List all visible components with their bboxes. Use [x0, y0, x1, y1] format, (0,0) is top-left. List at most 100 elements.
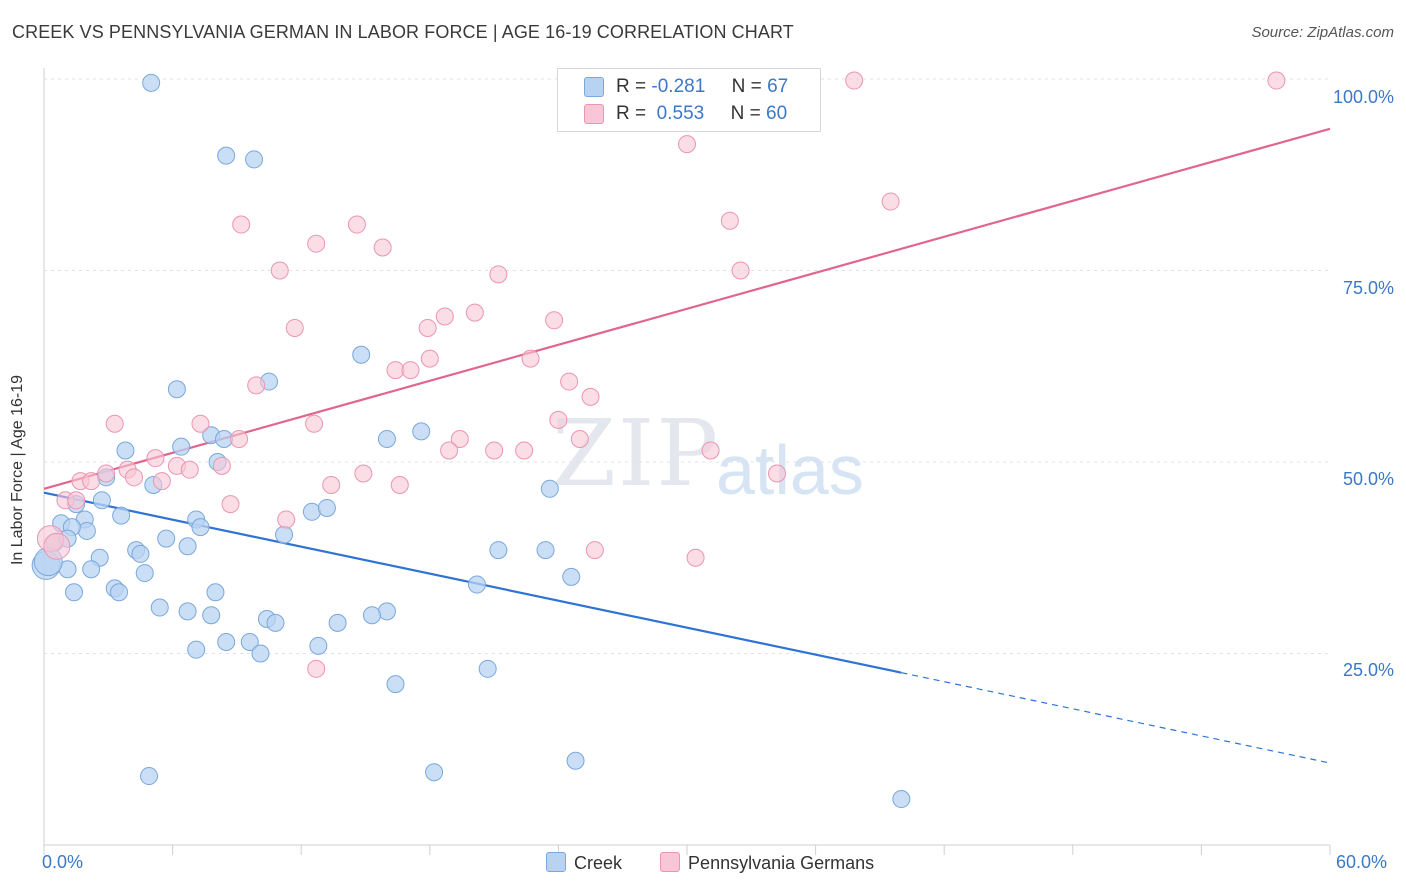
data-point-creek: [386, 675, 405, 694]
axes: [43, 68, 1331, 855]
data-point-penn: [549, 410, 568, 429]
data-point-penn: [212, 456, 231, 475]
points-pennsylvania-germans: [36, 71, 1286, 678]
legend-swatch-creek: [584, 77, 604, 97]
data-point-creek: [536, 541, 555, 560]
y-tick-label-75: 75.0%: [1342, 278, 1394, 298]
points-creek: [31, 73, 911, 809]
legend-n-value-penn: 60: [766, 103, 788, 124]
data-point-creek: [412, 422, 431, 441]
trend-line-creek-dashed: [901, 672, 1331, 764]
data-point-creek: [178, 537, 197, 556]
data-point-creek: [489, 541, 508, 560]
data-point-penn: [232, 215, 251, 234]
y-axis-label: In Labor Force | Age 16-19: [9, 374, 26, 566]
data-point-penn: [845, 71, 864, 90]
data-point-creek: [202, 606, 221, 625]
legend-r-value-penn: 0.553: [656, 103, 705, 124]
data-point-penn: [354, 464, 373, 483]
data-point-penn: [731, 261, 750, 280]
data-point-creek: [131, 544, 150, 563]
data-point-penn: [386, 361, 405, 380]
data-point-creek: [191, 518, 210, 537]
data-point-penn: [152, 472, 171, 491]
data-point-creek: [240, 633, 259, 652]
data-point-penn: [720, 211, 739, 230]
x-tick-label-max: 60.0%: [1336, 852, 1388, 872]
data-point-creek: [425, 763, 444, 782]
data-point-penn: [418, 318, 437, 337]
chart-title: CREEK VS PENNSYLVANIA GERMAN IN LABOR FO…: [12, 22, 794, 42]
legend-bottom-label-creek: Creek: [574, 853, 623, 873]
data-point-penn: [307, 234, 326, 253]
trend-line-penn-solid: [43, 127, 1331, 490]
x-tick-label-min: 0.0%: [42, 852, 84, 872]
legend-bottom-swatch-penn: [660, 852, 681, 872]
data-point-creek: [251, 644, 270, 663]
data-point-penn: [686, 548, 705, 567]
data-point-penn: [1267, 71, 1286, 90]
data-point-penn: [247, 376, 266, 395]
data-point-penn: [105, 414, 124, 433]
data-point-penn: [285, 318, 304, 337]
data-point-creek: [467, 575, 486, 594]
data-point-creek: [206, 583, 225, 602]
data-point-penn: [307, 659, 326, 678]
data-point-penn: [43, 532, 71, 560]
data-point-creek: [566, 751, 585, 770]
data-point-creek: [562, 567, 581, 586]
data-point-penn: [768, 464, 787, 483]
data-point-creek: [157, 529, 176, 548]
y-tick-label-25: 25.0%: [1342, 660, 1394, 680]
data-point-creek: [110, 583, 129, 602]
data-point-creek: [478, 659, 497, 678]
data-point-creek: [172, 437, 191, 456]
data-point-creek: [302, 502, 321, 521]
data-point-creek: [65, 583, 84, 602]
data-point-penn: [146, 449, 165, 468]
data-point-creek: [309, 636, 328, 655]
data-point-penn: [701, 441, 720, 460]
data-point-penn: [560, 372, 579, 391]
y-tick-label-100: 100.0%: [1332, 87, 1394, 107]
data-point-penn: [440, 441, 459, 460]
y-tick-label-50: 50.0%: [1342, 469, 1394, 489]
data-point-creek: [328, 613, 347, 632]
legend-row-creek: R = -0.281 N = 67: [616, 76, 788, 98]
data-point-penn: [881, 192, 900, 211]
data-point-creek: [892, 790, 911, 809]
data-point-penn: [305, 414, 324, 433]
trend-line-creek: [43, 491, 1331, 764]
legend-r-label: R =: [616, 103, 647, 124]
legend-r-label: R =: [616, 76, 647, 97]
data-point-penn: [390, 475, 409, 494]
data-point-penn: [97, 464, 116, 483]
legend-stats: R = -0.281 N = 67 R = 0.553 N = 60: [557, 68, 821, 132]
data-point-creek: [215, 430, 234, 449]
data-point-creek: [92, 491, 111, 510]
data-point-creek: [275, 525, 294, 544]
data-point-penn: [521, 349, 540, 368]
data-point-creek: [142, 73, 161, 92]
legend-row-penn: R = 0.553 N = 60: [616, 103, 787, 125]
data-point-penn: [435, 307, 454, 326]
legend-n-label: N =: [730, 103, 761, 124]
data-point-creek: [178, 602, 197, 621]
data-point-penn: [465, 303, 484, 322]
legend-bottom: Creek Pennsylvania Germans: [546, 852, 874, 874]
data-point-penn: [221, 495, 240, 514]
grid-lines: [44, 78, 1330, 654]
data-point-penn: [125, 468, 144, 487]
data-point-creek: [217, 146, 236, 165]
legend-bottom-label-penn: Pennsylvania Germans: [688, 853, 875, 873]
data-point-penn: [230, 430, 249, 449]
legend-bottom-swatch-creek: [546, 852, 566, 872]
data-point-penn: [489, 265, 508, 284]
data-point-creek: [187, 640, 206, 659]
data-point-creek: [377, 430, 396, 449]
data-point-creek: [352, 345, 371, 364]
trend-line-pennsylvania-germans: [43, 127, 1331, 490]
data-point-penn: [67, 491, 86, 510]
data-point-penn: [401, 361, 420, 380]
